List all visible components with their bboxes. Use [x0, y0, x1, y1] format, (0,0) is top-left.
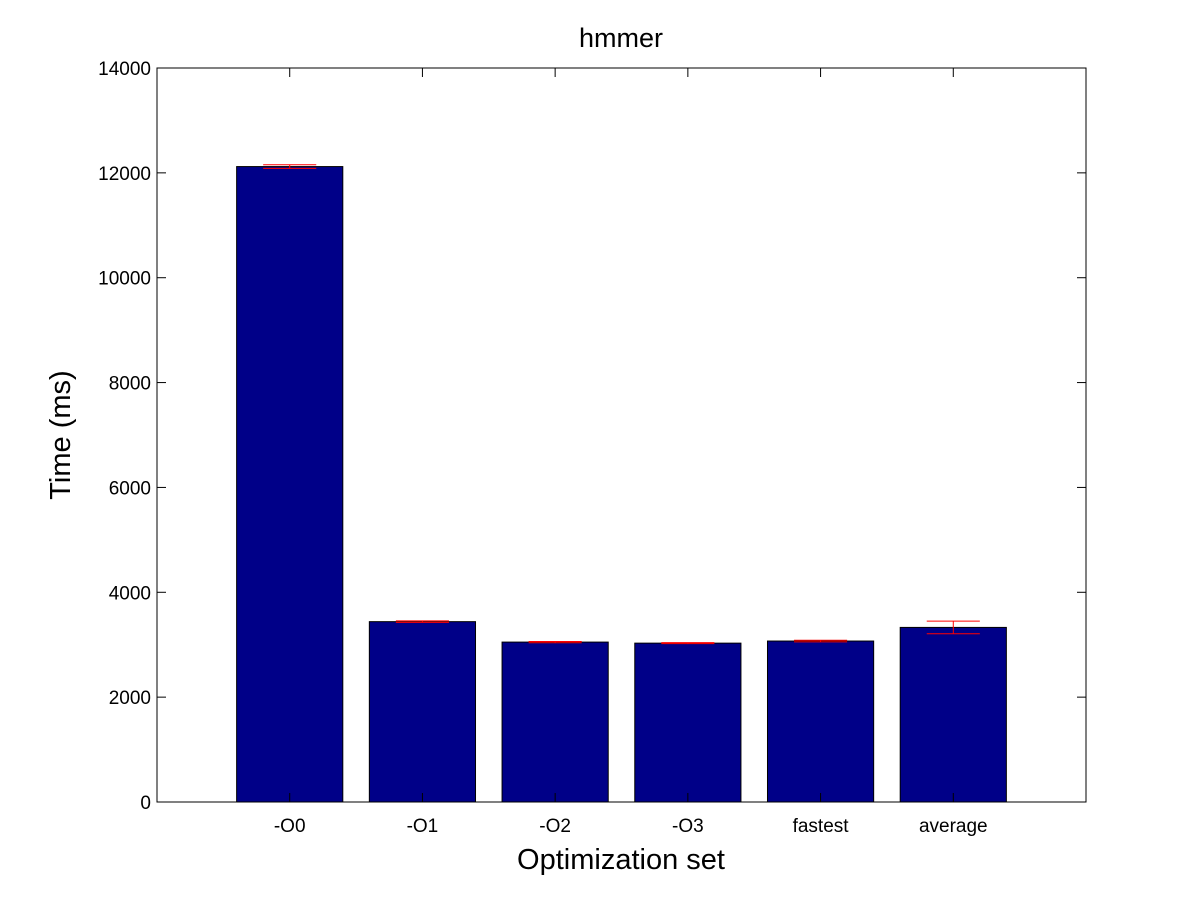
y-tick-label: 2000	[109, 688, 151, 709]
bar-fastest	[766, 640, 875, 803]
x-tick-label: -O3	[672, 816, 704, 837]
error-bar-average	[926, 620, 980, 635]
bar-average	[899, 626, 1007, 803]
x-tick-label: -O0	[274, 816, 306, 837]
x-tick-label: fastest	[793, 816, 850, 837]
x-tick-label: -O2	[539, 816, 571, 837]
y-tick-label: 6000	[109, 478, 151, 499]
y-tick-label: 0	[140, 793, 151, 814]
bar-o0	[236, 166, 344, 803]
y-tick-label: 12000	[98, 164, 151, 185]
bar-o1	[368, 621, 477, 803]
y-tick-label: 8000	[109, 374, 151, 395]
y-tick-label: 4000	[109, 583, 151, 604]
x-tick-label: -O1	[407, 816, 439, 837]
error-bar-o0	[263, 164, 317, 169]
y-tick-label: 10000	[98, 269, 151, 290]
error-bar-o1	[395, 620, 449, 623]
y-axis-label: Time (ms)	[45, 370, 77, 499]
error-bar-o3	[661, 642, 715, 645]
x-axis-label: Optimization set	[517, 844, 725, 876]
chart-title: hmmer	[579, 23, 663, 53]
bar-o2	[501, 641, 609, 803]
error-bar-fastest	[794, 639, 848, 643]
plot-area-frame	[156, 67, 1087, 803]
y-tick-label: 14000	[98, 59, 151, 80]
bar-o3	[634, 642, 742, 803]
error-bar-o2	[528, 640, 582, 644]
x-tick-label: average	[919, 816, 988, 837]
